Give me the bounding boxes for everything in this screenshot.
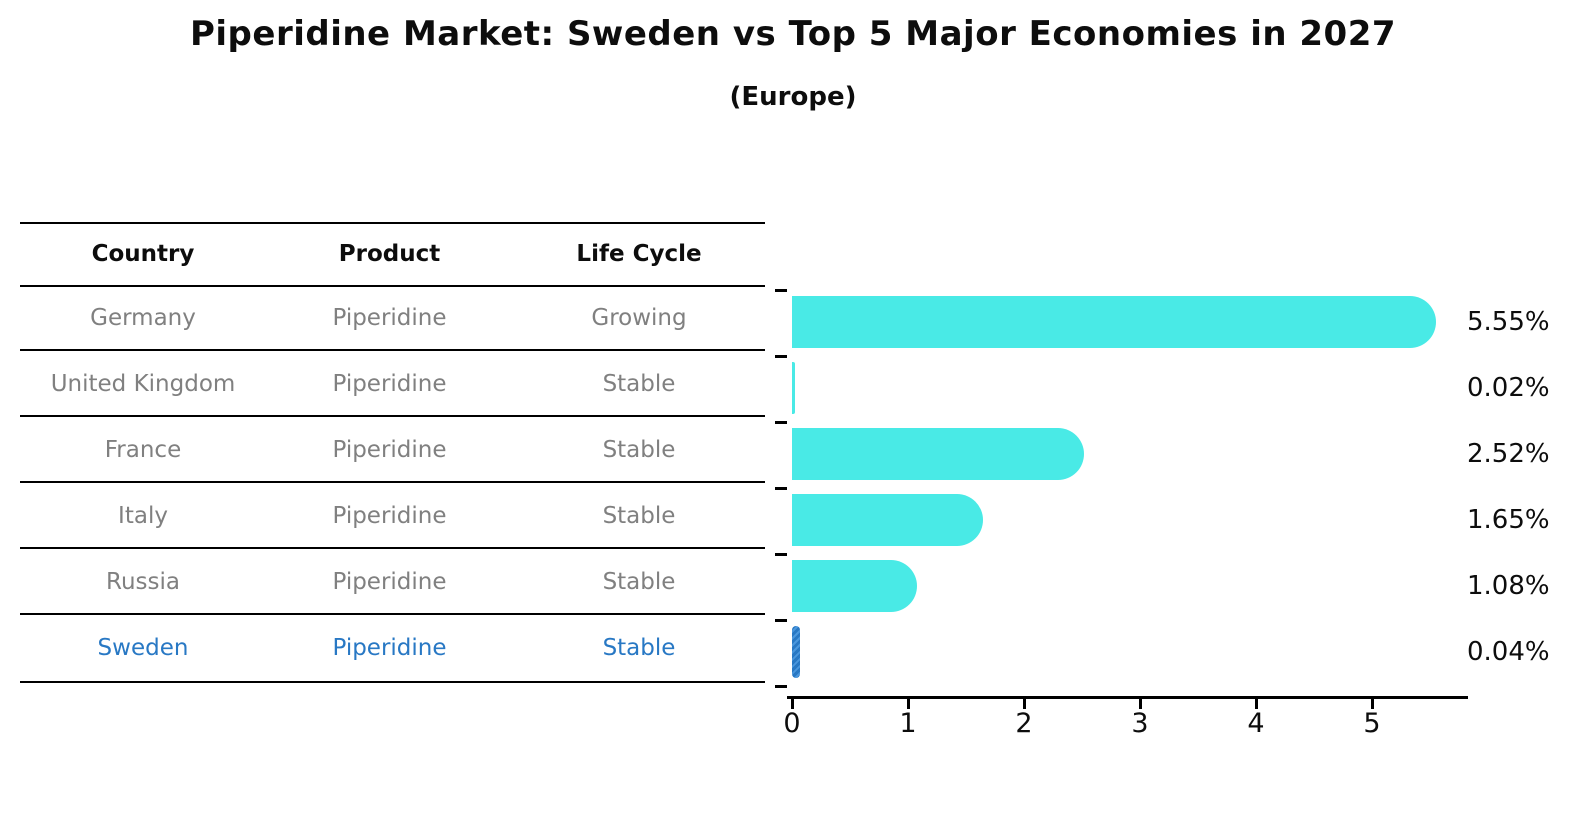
x-axis-tick-label: 0 xyxy=(783,708,801,739)
table-rule xyxy=(20,547,765,549)
value-label: 5.55% xyxy=(1467,307,1550,337)
x-axis-tick-label: 5 xyxy=(1363,708,1381,739)
table-header-lifecycle: Life Cycle xyxy=(576,241,702,267)
value-label: 2.52% xyxy=(1467,439,1550,469)
x-axis-line xyxy=(787,696,1468,699)
x-axis-tick-label: 4 xyxy=(1247,708,1265,739)
x-axis-tick-label: 2 xyxy=(1015,708,1033,739)
table-rule xyxy=(20,349,765,351)
row-lifecycle: Stable xyxy=(602,437,676,463)
bar-germany xyxy=(792,296,1436,348)
x-axis-tick xyxy=(1023,699,1026,709)
row-product: Piperidine xyxy=(332,305,447,331)
table-row: United Kingdom Piperidine Stable xyxy=(20,351,765,417)
value-label: 1.08% xyxy=(1467,571,1550,601)
table-row: Sweden Piperidine Stable xyxy=(20,615,765,681)
table-rule-top xyxy=(20,222,765,224)
row-country: France xyxy=(104,437,182,463)
row-lifecycle: Stable xyxy=(602,569,676,595)
y-axis-tick xyxy=(775,619,787,622)
x-axis-tick xyxy=(1139,699,1142,709)
y-axis-tick xyxy=(775,289,787,292)
x-axis-tick-label: 3 xyxy=(1131,708,1149,739)
table-header-product: Product xyxy=(338,241,441,267)
bar-russia xyxy=(792,560,917,612)
row-product: Piperidine xyxy=(332,569,447,595)
value-label: 0.02% xyxy=(1467,373,1550,403)
table-row: Italy Piperidine Stable xyxy=(20,483,765,549)
x-axis-tick-label: 1 xyxy=(899,708,917,739)
table-rule xyxy=(20,415,765,417)
table-row: Russia Piperidine Stable xyxy=(20,549,765,615)
row-country: Sweden xyxy=(97,635,189,661)
x-axis-tick xyxy=(1371,699,1374,709)
x-axis-tick xyxy=(907,699,910,709)
x-axis-tick xyxy=(1255,699,1258,709)
table-header-row: Country Product Life Cycle xyxy=(20,224,765,290)
table-rule xyxy=(20,481,765,483)
row-lifecycle: Growing xyxy=(591,305,687,331)
row-product: Piperidine xyxy=(332,635,447,661)
bar-italy xyxy=(792,494,983,546)
row-lifecycle: Stable xyxy=(602,503,676,529)
y-axis-tick xyxy=(775,487,787,490)
row-country: Germany xyxy=(90,305,196,331)
row-lifecycle: Stable xyxy=(602,635,676,661)
table-row: Germany Piperidine Growing xyxy=(20,285,765,351)
row-country: Italy xyxy=(118,503,168,529)
bar-france xyxy=(792,428,1084,480)
value-label: 1.65% xyxy=(1467,505,1550,535)
x-axis-tick xyxy=(791,699,794,709)
bar-sweden xyxy=(792,626,800,678)
y-axis-tick xyxy=(775,685,787,688)
chart-subtitle: (Europe) xyxy=(729,82,857,112)
table-header-country: Country xyxy=(91,241,195,267)
bar-united-kingdom xyxy=(792,362,795,414)
table-row: France Piperidine Stable xyxy=(20,417,765,483)
y-axis-tick xyxy=(775,553,787,556)
table-rule xyxy=(20,681,765,683)
row-product: Piperidine xyxy=(332,437,447,463)
row-product: Piperidine xyxy=(332,371,447,397)
table-rule-header xyxy=(20,285,765,287)
row-country: Russia xyxy=(106,569,180,595)
table-rule xyxy=(20,613,765,615)
y-axis-tick xyxy=(775,421,787,424)
row-country: United Kingdom xyxy=(50,371,236,397)
chart-title: Piperidine Market: Sweden vs Top 5 Major… xyxy=(189,14,1397,54)
value-label: 0.04% xyxy=(1467,637,1550,667)
row-product: Piperidine xyxy=(332,503,447,529)
y-axis-tick xyxy=(775,355,787,358)
row-lifecycle: Stable xyxy=(602,371,676,397)
